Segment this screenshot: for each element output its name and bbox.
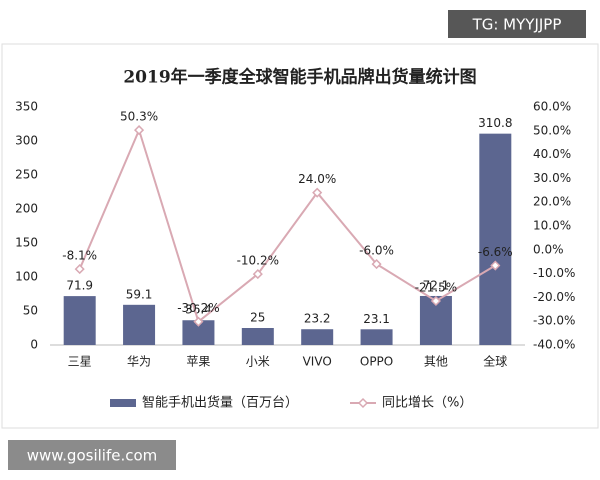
y2-tick-label: -40.0%	[533, 338, 575, 352]
line-marker	[430, 295, 441, 307]
line-marker	[74, 264, 85, 275]
x-tick-label: OPPO	[360, 355, 393, 369]
watermark-box	[448, 10, 586, 38]
bar	[241, 328, 274, 345]
watermark: TG: MYYJJPP	[472, 16, 562, 34]
watermark: www.gosilife.com	[27, 447, 158, 465]
bar-value-label: 71.9	[66, 279, 93, 293]
x-tick-label: 小米	[246, 355, 270, 369]
y2-tick-label: -30.0%	[533, 314, 575, 328]
line-value-label: -6.0%	[359, 244, 394, 258]
line-marker	[312, 187, 323, 198]
bar	[479, 133, 512, 345]
x-tick-label: VIVO	[303, 355, 332, 369]
y2-tick-label: 40.0%	[533, 147, 571, 161]
legend-label: 同比增长（%）	[382, 396, 472, 411]
watermark-box	[8, 440, 176, 470]
y2-tick-label: 0.0%	[533, 242, 564, 256]
y-tick-label: 0	[30, 338, 38, 352]
line-marker	[490, 260, 501, 271]
line-marker	[134, 125, 145, 136]
y2-tick-label: 60.0%	[533, 100, 571, 114]
y-tick-label: 350	[15, 100, 38, 114]
y2-tick-label: 30.0%	[533, 171, 571, 185]
bar-value-label: 310.8	[478, 116, 512, 130]
bar-value-label: 25	[250, 311, 265, 325]
bar	[123, 304, 156, 345]
bar	[360, 329, 393, 345]
line-value-label: -21.5%	[415, 280, 457, 294]
bar	[301, 329, 334, 345]
legend-swatch	[110, 399, 136, 407]
bar	[63, 296, 96, 345]
bar-value-label: 59.1	[126, 287, 153, 301]
x-tick-label: 其他	[424, 355, 448, 369]
line	[78, 127, 496, 324]
line-value-label: -10.2%	[237, 254, 279, 268]
y-tick-label: 250	[15, 168, 38, 182]
y2-tick-label: 10.0%	[533, 219, 571, 233]
y-tick-label: 200	[15, 202, 38, 216]
y-tick-label: 100	[15, 270, 38, 284]
y2-tick-label: 50.0%	[533, 123, 571, 137]
chart-title: 2019年一季度全球智能手机品牌出货量统计图	[123, 67, 476, 88]
bar-value-label: 72.1	[423, 278, 450, 292]
bar-value-label: 36.4	[185, 303, 212, 317]
bar-value-label: 23.1	[363, 312, 390, 326]
x-tick-label: 苹果	[186, 355, 210, 369]
x-tick-label: 三星	[68, 355, 92, 369]
line-marker	[193, 316, 204, 327]
line-value-label: -30.2%	[177, 301, 219, 315]
line-value-label: 50.3%	[120, 110, 158, 124]
x-tick-label: 华为	[127, 355, 151, 369]
line-value-label: -8.1%	[62, 249, 97, 263]
y-tick-label: 150	[15, 236, 38, 250]
x-tick-label: 全球	[483, 354, 507, 369]
line-marker	[252, 269, 263, 280]
line-marker	[371, 259, 382, 270]
y2-tick-label: -10.0%	[533, 266, 575, 280]
y2-tick-label: 20.0%	[533, 195, 571, 209]
y-tick-label: 300	[15, 134, 38, 148]
line-value-label: 24.0%	[298, 172, 336, 186]
y-tick-label: 50	[23, 304, 38, 318]
bar-value-label: 23.2	[304, 312, 331, 326]
y2-tick-label: -20.0%	[533, 290, 575, 304]
legend-swatch	[357, 397, 369, 409]
legend-label: 智能手机出货量（百万台）	[142, 395, 298, 411]
line-value-label: -6.6%	[478, 245, 513, 259]
